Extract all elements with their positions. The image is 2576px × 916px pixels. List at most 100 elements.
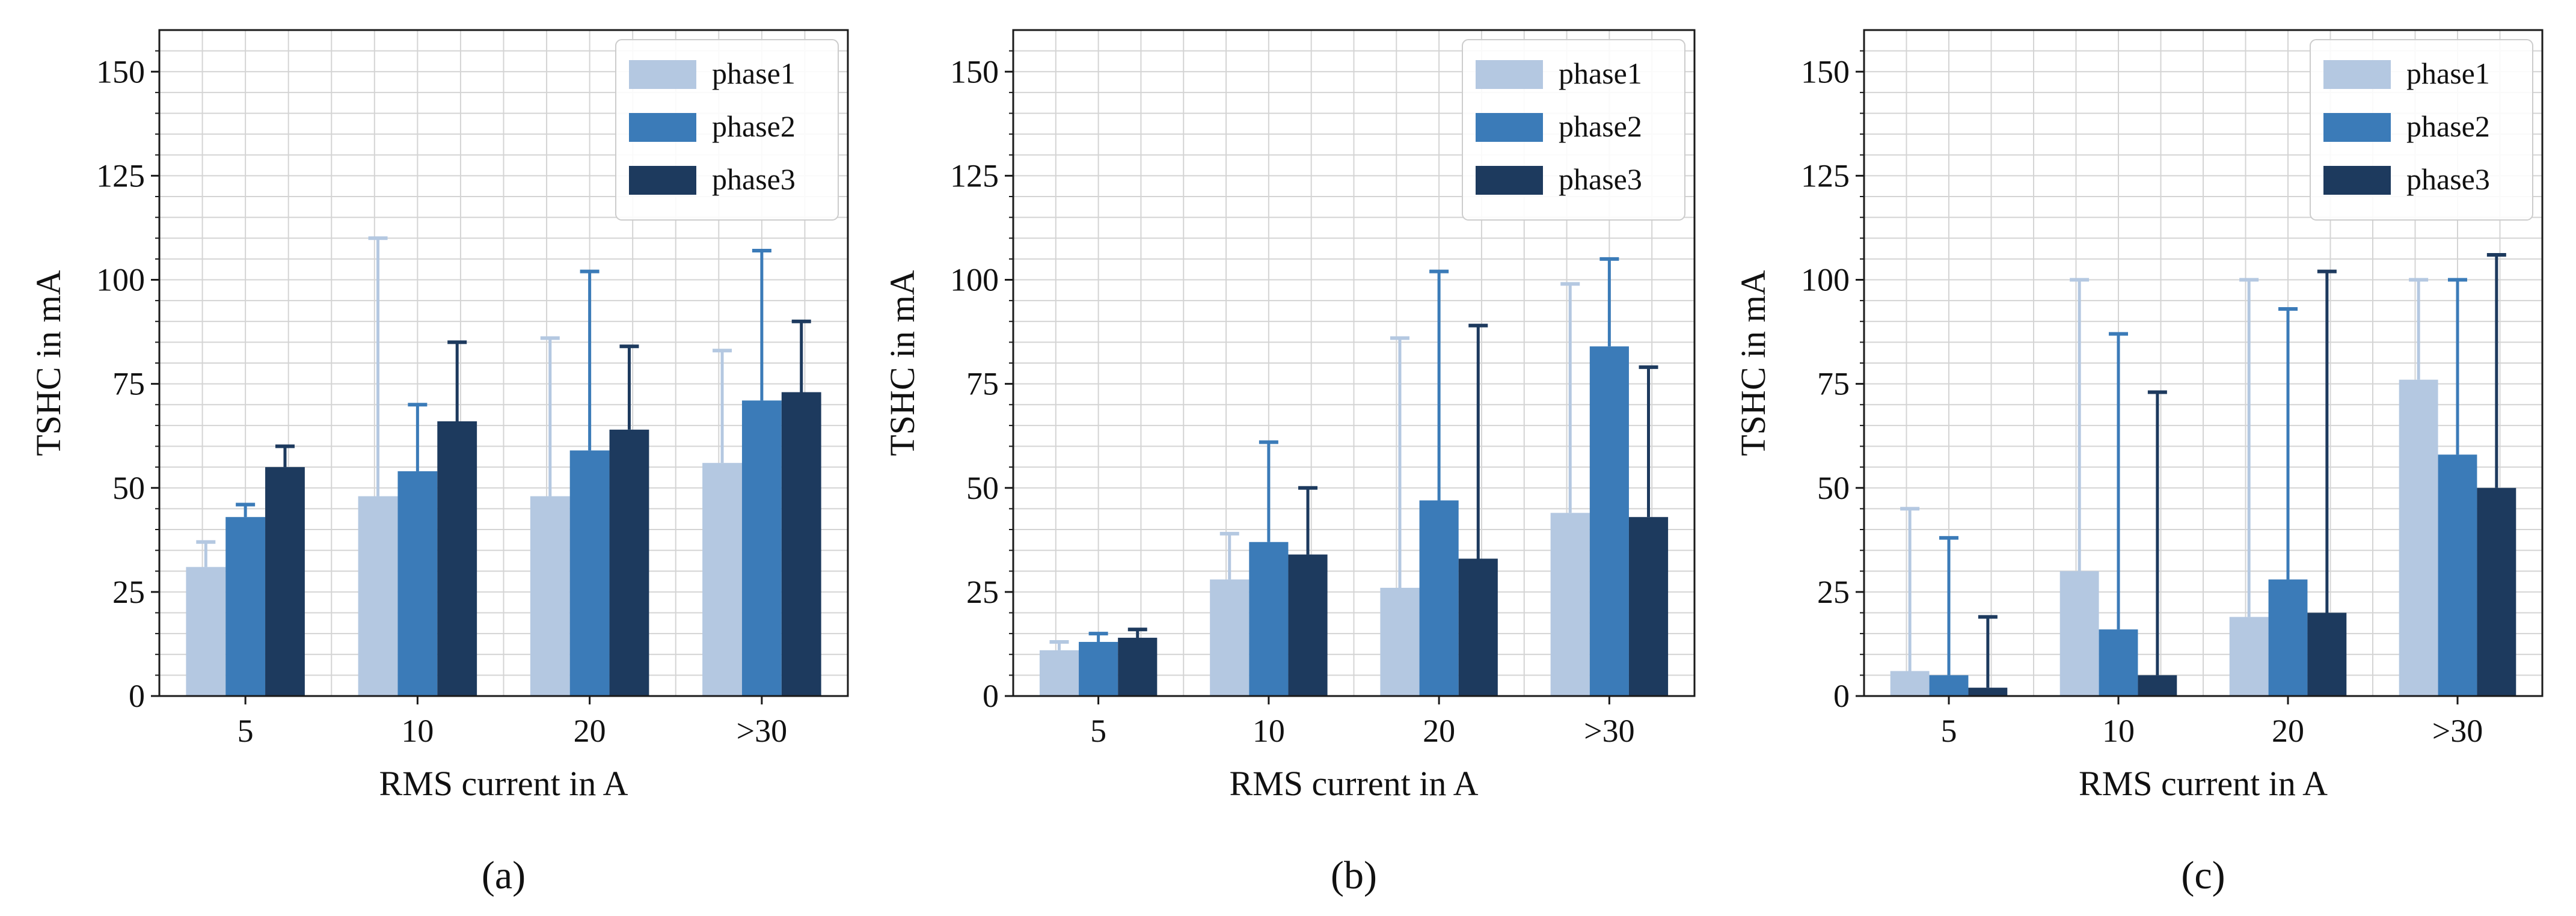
legend-swatch-phase1 [629, 60, 696, 89]
bar-phase3-0 [265, 467, 305, 696]
bar-phase2-3 [741, 400, 782, 696]
legend-swatch-phase1 [2323, 60, 2391, 89]
bar-phase1-1 [2059, 571, 2099, 696]
x-tick-label: >30 [1584, 713, 1634, 749]
bar-phase2-2 [2268, 579, 2308, 696]
chart-panel-b: 0 25 50 75 100 125 150 5 10 20 >30 RMS current in A… [883, 29, 1696, 897]
bar-phase3-3 [2477, 487, 2516, 696]
legend-swatch-phase3 [629, 166, 696, 195]
bar-phase1-2 [2229, 617, 2269, 696]
legend-label-phase2: phase2 [712, 109, 796, 143]
bar-phase2-2 [569, 450, 610, 696]
bar-phase2-1 [397, 471, 438, 696]
y-tick-label: 125 [1801, 157, 1850, 194]
x-tick-label: 5 [1090, 713, 1106, 749]
bar-phase1-3 [1550, 513, 1590, 696]
legend-swatch-phase2 [629, 113, 696, 142]
x-axis-title: RMS current in A [1229, 764, 1478, 803]
y-tick-label: 125 [96, 157, 145, 194]
y-tick-label: 100 [96, 262, 145, 298]
y-tick-label: 25 [112, 574, 145, 610]
bar-phase3-2 [1458, 558, 1498, 696]
x-tick-label: 10 [401, 713, 434, 749]
bar-phase1-1 [1210, 579, 1250, 696]
chart-panel-a: 0 25 50 75 100 125 150 5 10 20 >30 RMS current in A… [29, 29, 849, 897]
bar-phase1-2 [1380, 587, 1420, 696]
y-axis-title: TSHC in mA [883, 270, 922, 456]
y-tick-label: 50 [1817, 470, 1850, 506]
bar-phase2-0 [225, 517, 266, 696]
panel-caption: (b) [1331, 853, 1377, 897]
y-tick-label: 25 [966, 574, 999, 610]
bar-phase2-1 [1249, 542, 1289, 696]
bar-phase3-0 [1968, 688, 2008, 696]
bar-phase1-3 [2399, 379, 2438, 696]
legend-swatch-phase2 [2323, 113, 2391, 142]
x-tick-label: 10 [2102, 713, 2135, 749]
bar-phase2-1 [2099, 629, 2138, 696]
x-tick-label: 20 [2272, 713, 2304, 749]
legend: phase1 phase2 phase3 [1462, 39, 1685, 221]
bar-phase3-2 [609, 429, 649, 696]
bar-phase3-2 [2307, 612, 2347, 696]
x-tick-label: 20 [1423, 713, 1455, 749]
bar-phase1-0 [186, 567, 226, 696]
legend: phase1 phase2 phase3 [615, 39, 839, 221]
bar-phase3-0 [1118, 638, 1158, 696]
x-axis-title: RMS current in A [379, 764, 628, 803]
bar-phase3-1 [2138, 675, 2177, 696]
x-tick-label: 5 [1941, 713, 1957, 749]
legend-label-phase2: phase2 [1559, 109, 1642, 143]
x-tick-label: >30 [2432, 713, 2483, 749]
y-tick-label: 25 [1817, 574, 1850, 610]
y-tick-label: 100 [1801, 262, 1850, 298]
x-axis-title: RMS current in A [2079, 764, 2328, 803]
bar-phase1-0 [1039, 650, 1079, 696]
y-tick-label: 75 [966, 366, 999, 402]
bar-phase3-1 [437, 421, 477, 696]
y-tick-label: 125 [950, 157, 999, 194]
bar-phase2-0 [1079, 641, 1118, 696]
y-axis-title: TSHC in mA [29, 270, 68, 456]
y-tick-label: 50 [112, 470, 145, 506]
y-tick-label: 150 [1801, 53, 1850, 90]
chart-panel-c: 0 25 50 75 100 125 150 5 10 20 >30 RMS current in A… [1734, 29, 2544, 897]
x-tick-label: >30 [737, 713, 787, 749]
x-tick-label: 5 [238, 713, 254, 749]
y-tick-label: 50 [966, 470, 999, 506]
x-tick-label: 20 [574, 713, 606, 749]
y-tick-label: 75 [1817, 366, 1850, 402]
bar-phase3-3 [1628, 517, 1669, 696]
bar-phase1-0 [1890, 671, 1930, 696]
bar-phase1-2 [530, 496, 570, 696]
bar-phase3-3 [781, 392, 821, 696]
bar-phase2-0 [1929, 675, 1969, 696]
y-tick-label: 150 [950, 53, 999, 90]
bar-phase3-1 [1288, 554, 1328, 696]
legend-label-phase1: phase1 [2406, 56, 2490, 90]
legend-label-phase1: phase1 [712, 56, 796, 90]
legend-label-phase3: phase3 [712, 162, 796, 196]
panel-caption: (a) [482, 853, 526, 897]
x-tick-label: 10 [1253, 713, 1285, 749]
legend-label-phase3: phase3 [2406, 162, 2490, 196]
y-tick-label: 100 [950, 262, 999, 298]
bar-phase1-3 [702, 463, 742, 696]
legend-swatch-phase1 [1476, 60, 1543, 89]
panel-caption: (c) [2181, 853, 2225, 897]
y-axis-title: TSHC in mA [1734, 270, 1773, 456]
y-tick-label: 0 [129, 678, 145, 714]
legend: phase1 phase2 phase3 [2310, 39, 2533, 221]
legend-label-phase2: phase2 [2406, 109, 2490, 143]
y-tick-label: 0 [1833, 678, 1850, 714]
legend-label-phase3: phase3 [1559, 162, 1642, 196]
bar-phase2-3 [2438, 454, 2477, 696]
legend-swatch-phase3 [2323, 166, 2391, 195]
legend-swatch-phase3 [1476, 166, 1543, 195]
legend-label-phase1: phase1 [1559, 56, 1642, 90]
y-tick-label: 75 [112, 366, 145, 402]
y-tick-label: 0 [983, 678, 999, 714]
bar-phase1-1 [358, 496, 398, 696]
bar-phase2-3 [1589, 346, 1629, 696]
